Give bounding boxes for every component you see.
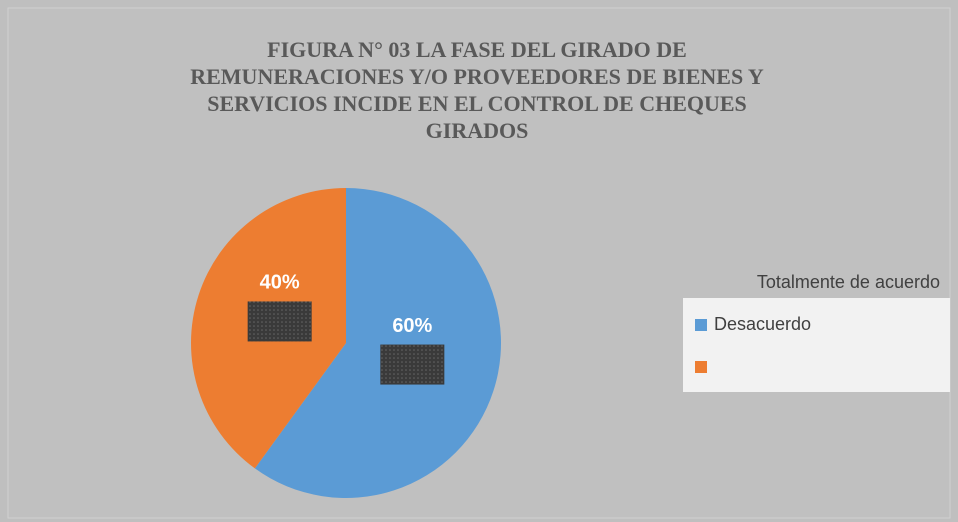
data-label: 60% <box>392 315 432 337</box>
label-box <box>247 301 312 342</box>
data-label: 40% <box>260 272 300 294</box>
legend-box <box>683 298 950 392</box>
legend-label: Desacuerdo <box>714 314 811 334</box>
chart-area <box>7 7 951 519</box>
legend-title: Totalmente de acuerdo <box>757 272 940 292</box>
legend-swatch <box>695 319 707 331</box>
label-box <box>380 344 445 385</box>
chart-title: FIGURA N° 03 LA FASE DEL GIRADO DE REMUN… <box>190 37 764 143</box>
pie-slice <box>254 188 501 498</box>
legend-swatch <box>695 361 707 373</box>
